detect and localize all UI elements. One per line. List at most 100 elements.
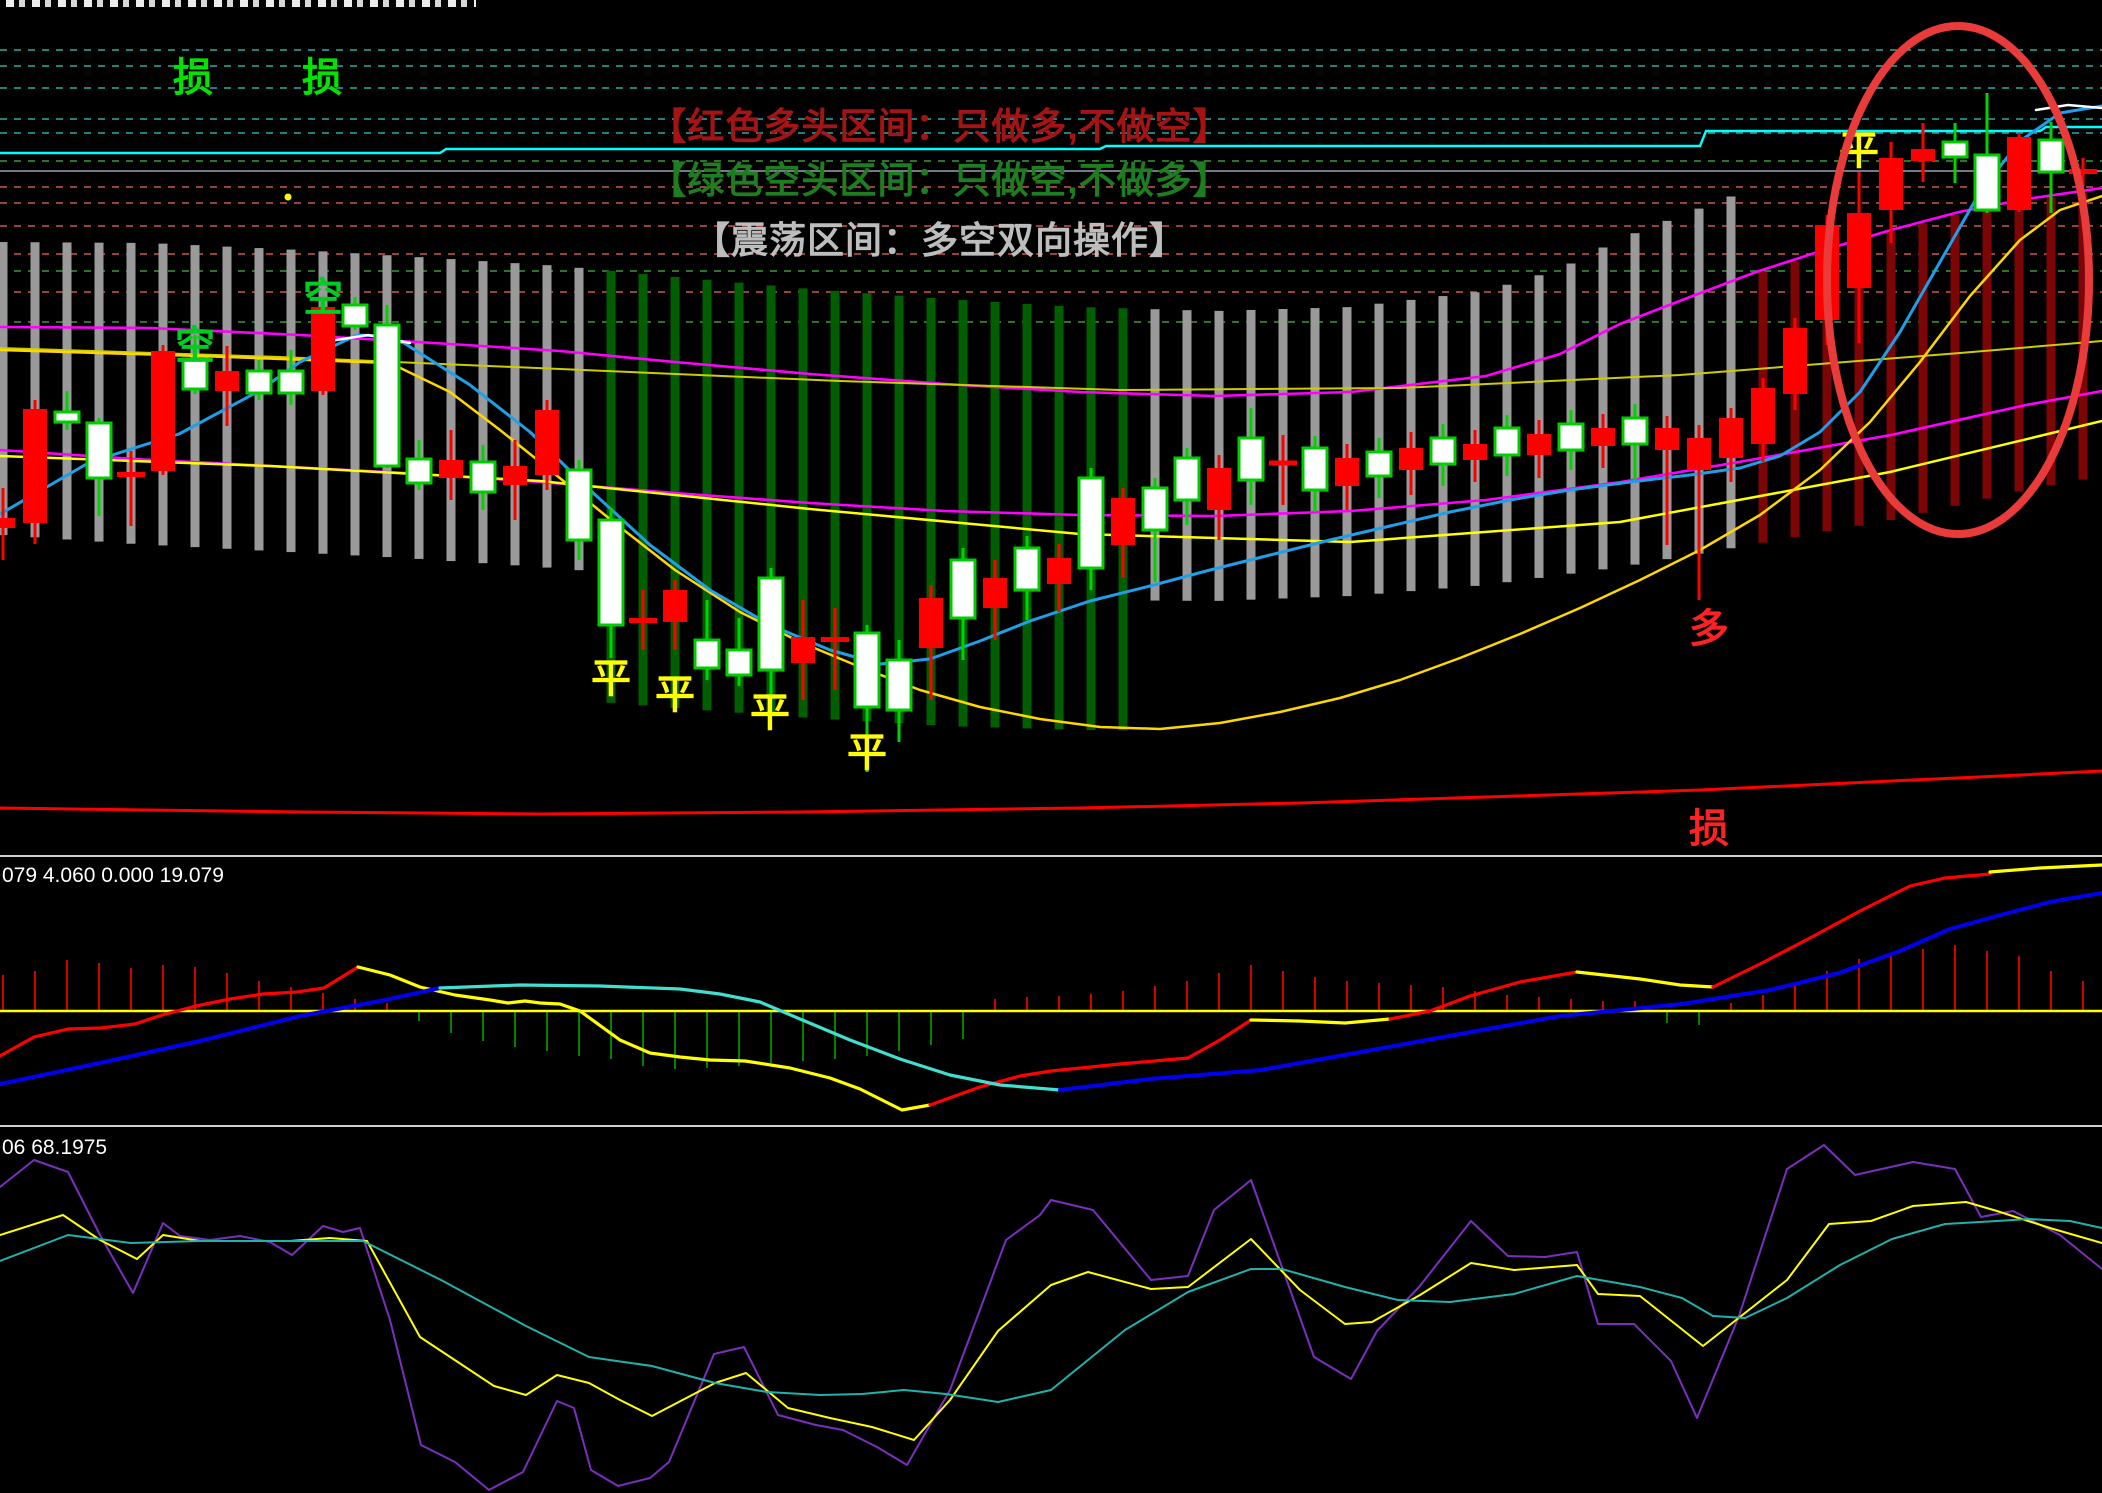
candle-up bbox=[439, 460, 463, 478]
candle-up bbox=[791, 637, 815, 663]
candle-up bbox=[1335, 458, 1359, 486]
macd-slow-blue2 bbox=[1058, 891, 2102, 1092]
zone-stripe-red bbox=[1822, 251, 1832, 532]
zone-stripe-red bbox=[1886, 232, 1896, 520]
candle-up bbox=[983, 578, 1007, 608]
zone-stripe-gray bbox=[1598, 247, 1608, 570]
zone-stripe-red bbox=[1982, 208, 1992, 499]
candle-down bbox=[1301, 446, 1329, 492]
zone-stripe-green bbox=[1022, 303, 1032, 729]
trade-label: 损 bbox=[302, 56, 342, 100]
kdj-k-purple bbox=[0, 1144, 2102, 1491]
candle-up bbox=[1911, 149, 1935, 161]
candle-down bbox=[1429, 436, 1457, 466]
zone-stripe-gray bbox=[414, 257, 424, 559]
macd-fast-red2 bbox=[928, 1018, 1253, 1107]
candle-down bbox=[885, 658, 913, 712]
zone-stripe-gray bbox=[318, 251, 328, 554]
zone-stripe-green bbox=[926, 297, 936, 726]
macd-fast-yellow3 bbox=[1575, 970, 1715, 989]
zone-stripe-gray bbox=[30, 242, 40, 538]
panel-divider[interactable] bbox=[0, 855, 2102, 857]
candle-down bbox=[1077, 476, 1105, 570]
zone-stripe-red bbox=[2046, 197, 2056, 486]
macd-fast-red3 bbox=[1388, 970, 1579, 1021]
zone-stripe-red bbox=[1950, 215, 1960, 506]
kdj-d-yellow bbox=[0, 1201, 2102, 1441]
candle-down bbox=[1173, 456, 1201, 502]
candle-up bbox=[1463, 444, 1487, 460]
candle-down bbox=[469, 460, 497, 494]
macd-fast-red bbox=[0, 965, 360, 1058]
candle-down bbox=[949, 558, 977, 620]
zone-stripe-gray bbox=[1662, 220, 1672, 560]
clipped-header-values bbox=[6, 0, 476, 7]
candle-doji bbox=[821, 637, 849, 642]
zone-stripe-gray bbox=[62, 242, 72, 540]
zone-stripe-green bbox=[990, 301, 1000, 728]
panel-divider[interactable] bbox=[0, 1125, 2102, 1127]
trade-label: 多 bbox=[1689, 607, 1729, 651]
zone-stripe-red bbox=[2014, 202, 2024, 492]
candle-up bbox=[1719, 418, 1743, 458]
zone-stripe-gray bbox=[1150, 309, 1160, 601]
macd-fast-red4 bbox=[1711, 872, 1992, 989]
macd-fast-yellow4 bbox=[1988, 863, 2102, 874]
candle-down bbox=[853, 631, 881, 709]
candle-up bbox=[1879, 158, 1903, 210]
candle-up bbox=[151, 351, 175, 471]
candle-down bbox=[597, 518, 625, 627]
candle-down bbox=[1493, 426, 1521, 457]
candle-up bbox=[1527, 434, 1551, 455]
candle-doji bbox=[1269, 460, 1297, 466]
zone-stripe-gray bbox=[510, 263, 520, 566]
candle-up bbox=[1047, 558, 1071, 584]
candle-doji bbox=[629, 618, 657, 623]
upper-breakout-level bbox=[0, 125, 2102, 155]
ma-white-segment-right bbox=[2034, 103, 2102, 112]
candle-down bbox=[405, 457, 433, 485]
banner-bear-zone: 【绿色空头区间：只做空,不做多】 bbox=[649, 160, 1231, 201]
candle-up bbox=[1207, 468, 1231, 510]
candle-up bbox=[1655, 428, 1679, 450]
kdj-j-turquoise bbox=[0, 1218, 2102, 1403]
ma-flat-upper bbox=[0, 340, 2102, 391]
candle-down bbox=[1941, 140, 1969, 159]
zone-stripe-gray bbox=[126, 242, 136, 544]
candle-up bbox=[919, 598, 943, 648]
candle-up bbox=[663, 590, 687, 622]
candle-up bbox=[1111, 498, 1135, 545]
banner-range-zone: 【震荡区间：多空双向操作】 bbox=[693, 220, 1187, 261]
zone-stripe-gray bbox=[446, 259, 456, 562]
candle-down bbox=[1013, 546, 1041, 592]
candle-down bbox=[341, 303, 369, 328]
circle-annotation[interactable] bbox=[1823, 22, 2093, 538]
candle-down bbox=[1621, 416, 1649, 446]
kdj-indicator-values: 06 68.1975 bbox=[2, 1136, 108, 1159]
candle-up bbox=[535, 410, 559, 475]
yellow-dot-marker bbox=[284, 193, 292, 201]
zone-stripe-gray bbox=[1630, 233, 1640, 565]
zone-stripe-red bbox=[1854, 241, 1864, 526]
zone-stripe-gray bbox=[94, 242, 104, 542]
stop-loss-curve bbox=[0, 769, 2102, 816]
candle-down bbox=[277, 369, 305, 395]
macd-slow-turquoise bbox=[438, 983, 1062, 1092]
ma-long-yellow bbox=[0, 419, 2102, 544]
candle-doji bbox=[117, 472, 145, 477]
banner-bull-zone: 【红色多头区间：只做多,不做空】 bbox=[649, 106, 1231, 147]
candle-up bbox=[1687, 438, 1711, 470]
candle-down bbox=[245, 369, 273, 395]
candle-down bbox=[85, 421, 113, 480]
candle-down bbox=[725, 648, 753, 677]
candle-down bbox=[1557, 422, 1585, 452]
candle-down bbox=[1237, 436, 1265, 482]
macd-indicator-values: 079 4.060 0.000 19.079 bbox=[2, 864, 224, 887]
zone-stripe-green bbox=[958, 300, 968, 727]
candle-down bbox=[1973, 153, 2001, 212]
trade-label: 平 bbox=[750, 691, 790, 735]
candle-up bbox=[215, 371, 239, 391]
macd-fast-yellow2 bbox=[1249, 1017, 1392, 1025]
